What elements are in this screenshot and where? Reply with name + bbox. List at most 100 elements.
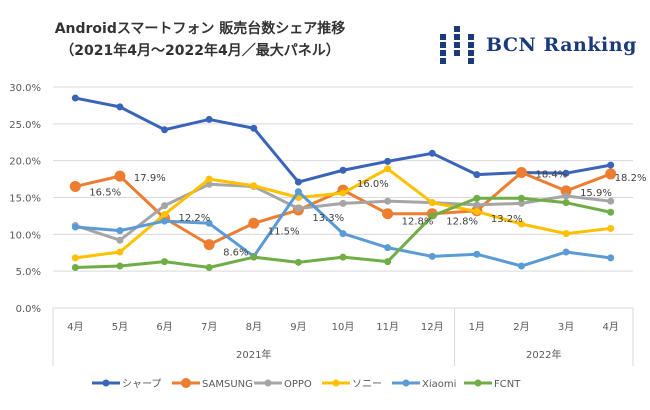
- data-point: [161, 258, 169, 266]
- data-label: 12.8%: [446, 217, 478, 228]
- data-point: [384, 197, 392, 205]
- data-point: [562, 199, 570, 207]
- data-point: [71, 94, 79, 102]
- data-label: 16.5%: [89, 187, 121, 198]
- series-シャープ: [71, 94, 615, 186]
- data-point: [250, 253, 258, 261]
- x-tick-label: 12月: [421, 321, 444, 333]
- data-point: [384, 157, 392, 165]
- legend-item: Xiaomi: [392, 379, 456, 390]
- legend-label: SAMSUNG: [202, 379, 253, 390]
- y-tick-label: 20.0%: [9, 157, 41, 168]
- x-tick-label: 5月: [112, 321, 128, 333]
- data-point: [607, 254, 615, 262]
- data-point: [473, 250, 481, 258]
- legend-label: FCNT: [494, 379, 521, 390]
- legend-item: SAMSUNG: [172, 378, 253, 390]
- legend-item: シャープ: [92, 378, 161, 390]
- data-point: [428, 252, 436, 260]
- data-point: [517, 199, 525, 207]
- series-lines: [69, 94, 617, 271]
- data-point: [116, 248, 124, 256]
- data-point: [515, 166, 527, 178]
- data-point: [203, 239, 215, 251]
- data-point: [607, 224, 615, 232]
- data-point: [294, 258, 302, 266]
- series-ソニー: [71, 165, 615, 262]
- legend-item: OPPO: [254, 379, 312, 390]
- chart-title-line2: （2021年4月～2022年4月／最大パネル）: [60, 43, 340, 59]
- data-point: [473, 194, 481, 202]
- data-point: [384, 165, 392, 173]
- data-point: [205, 115, 213, 123]
- data-point: [562, 248, 570, 256]
- data-point: [517, 220, 525, 228]
- x-tick-label: 2月: [513, 321, 529, 333]
- data-point: [69, 180, 81, 192]
- data-point: [116, 103, 124, 111]
- data-point: [607, 208, 615, 216]
- data-point: [248, 217, 260, 229]
- legend-label: Xiaomi: [422, 379, 456, 390]
- x-tick-label: 4月: [67, 321, 83, 333]
- data-label: 18.4%: [535, 169, 567, 180]
- data-point: [205, 175, 213, 183]
- data-point: [384, 244, 392, 252]
- data-point: [562, 169, 570, 177]
- data-point: [428, 212, 436, 220]
- x-tick-label: 4月: [603, 321, 619, 333]
- data-point: [562, 192, 570, 200]
- x-group-label: 2021年: [236, 348, 271, 361]
- data-point: [339, 253, 347, 261]
- data-point: [205, 180, 213, 188]
- legend-label: OPPO: [284, 379, 312, 390]
- legend-marker: [402, 379, 410, 387]
- y-tick-label: 0.0%: [16, 304, 41, 315]
- y-tick-label: 25.0%: [9, 120, 41, 131]
- data-point: [294, 205, 302, 213]
- data-point: [161, 126, 169, 134]
- data-point: [384, 258, 392, 266]
- data-label: 16.0%: [357, 179, 389, 190]
- data-point: [294, 178, 302, 186]
- data-point: [161, 202, 169, 210]
- data-point: [114, 170, 126, 182]
- data-point: [382, 208, 394, 220]
- data-label: 18.2%: [615, 173, 647, 184]
- data-point: [250, 182, 258, 190]
- x-tick-label: 6月: [156, 321, 172, 333]
- legend-item: FCNT: [464, 379, 521, 390]
- data-point: [473, 207, 481, 215]
- data-point: [560, 185, 572, 197]
- legend-label: シャープ: [122, 378, 161, 390]
- legend-item: ソニー: [322, 379, 382, 390]
- data-point: [161, 210, 169, 218]
- chart-title: Androidスマートフォン 販売台数シェア推移 （2021年4月～2022年4…: [0, 18, 400, 62]
- data-labels: 16.5% 17.9% 12.2% 8.6% 11.5% 13.3% 16.0% 12.8% 1…: [89, 169, 646, 258]
- series-Xiaomi: [71, 188, 615, 270]
- data-point: [71, 254, 79, 262]
- series-OPPO: [71, 180, 615, 244]
- legend: シャープ SAMSUNG OPPO ソニー Xiaomi FCNT: [92, 378, 521, 390]
- data-point: [205, 219, 213, 227]
- data-point: [607, 197, 615, 205]
- y-axis-ticks: 0.0% 5.0% 10.0% 15.0% 20.0% 25.0% 30.0%: [9, 83, 41, 315]
- data-point: [473, 171, 481, 179]
- data-point: [605, 168, 617, 180]
- data-point: [473, 201, 481, 209]
- x-axis: 4月 5月 6月 7月 8月 9月 10月 11月 12月 1月 2月 3月 4月 2021年 2022年: [52, 307, 634, 366]
- data-point: [250, 124, 258, 132]
- x-tick-label: 3月: [558, 321, 574, 333]
- x-tick-label: 7月: [201, 321, 217, 333]
- x-tick-label: 11月: [376, 321, 399, 333]
- data-point: [71, 223, 79, 231]
- data-point: [339, 230, 347, 238]
- data-label: 13.2%: [491, 214, 523, 225]
- legend-marker: [181, 378, 191, 388]
- data-point: [339, 189, 347, 197]
- x-tick-label: 8月: [246, 321, 262, 333]
- series-FCNT: [71, 194, 615, 271]
- x-group-label: 2022年: [526, 348, 561, 361]
- data-point: [562, 230, 570, 238]
